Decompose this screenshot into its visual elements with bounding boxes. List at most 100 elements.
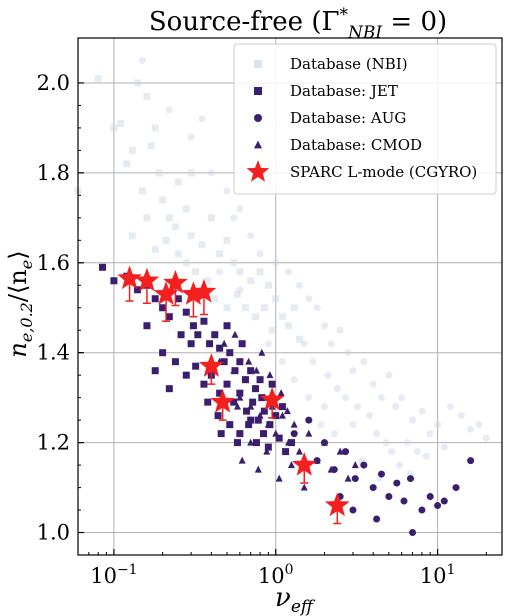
database-nbi-point — [260, 304, 268, 312]
database-jet-point — [220, 358, 228, 366]
database-jet-point — [238, 340, 246, 348]
database-cmod-point — [252, 384, 260, 392]
database-nbi-point — [110, 124, 118, 132]
database-nbi-circles-point — [342, 394, 350, 402]
legend-label: Database (NBI) — [290, 55, 408, 73]
database-aug-point — [377, 470, 385, 478]
database-nbi-point — [230, 259, 238, 267]
database-jet-point — [159, 349, 167, 357]
database-jet-point — [194, 331, 202, 339]
sparc-star — [291, 452, 317, 476]
database-jet-point — [151, 295, 159, 303]
database-nbi-circles-point — [392, 403, 400, 411]
database-aug-point — [409, 529, 417, 537]
sparc-star — [210, 389, 236, 413]
database-nbi-circles-point — [165, 106, 173, 114]
database-nbi-circles-point — [278, 358, 286, 366]
legend-box — [233, 43, 497, 195]
database-jet-point — [200, 380, 208, 388]
database-jet-point — [268, 380, 276, 388]
database-nbi-point — [94, 74, 102, 82]
database-aug-point — [342, 448, 350, 456]
database-nbi-point — [233, 290, 241, 298]
database-nbi-circles-point — [349, 421, 357, 429]
database-nbi-circles-point — [216, 268, 224, 276]
database-nbi-circles-point — [324, 371, 332, 379]
x-tick-label: 10−1 — [90, 562, 137, 588]
database-nbi-point — [123, 160, 131, 168]
database-cmod-point — [254, 465, 262, 473]
database-nbi-circles-point — [336, 326, 344, 334]
database-cmod-point — [266, 371, 274, 379]
y-tick-label: 1.4 — [37, 341, 70, 365]
database-nbi-circles-point — [247, 232, 255, 240]
legend-marker — [254, 140, 262, 149]
database-nbi-point — [290, 304, 298, 312]
database-cmod-point — [327, 465, 335, 473]
database-nbi-circles-point — [300, 340, 308, 348]
legend: Database (NBI) Database: JET Database: AUG… — [233, 43, 497, 195]
database-nbi-point — [211, 295, 219, 303]
sparc-star — [181, 281, 206, 305]
database-jet-point — [236, 430, 244, 438]
database-nbi-circles-point — [467, 425, 475, 433]
sparc-star — [134, 267, 160, 292]
legend-label: SPARC L-mode (CGYRO) — [290, 163, 477, 181]
database-nbi-point — [128, 232, 136, 240]
database-jet-point — [171, 358, 179, 366]
database-nbi-circles-point — [327, 340, 335, 348]
database-nbi-circles-point — [309, 358, 317, 366]
database-cmod-point — [287, 461, 295, 469]
database-nbi-point — [278, 313, 286, 321]
database-aug-point — [406, 475, 414, 483]
database-nbi-circles-point — [385, 371, 393, 379]
database-aug-point — [373, 515, 381, 523]
database-cmod-point — [231, 330, 239, 338]
database-nbi-circles-point — [198, 115, 206, 123]
database-aug-point — [369, 484, 377, 492]
sparc-star — [163, 270, 188, 294]
database-nbi-circles-point — [440, 443, 448, 451]
database-cmod-point — [226, 420, 234, 428]
database-nbi-circles-point — [230, 214, 238, 222]
database-nbi-point — [223, 304, 231, 312]
database-aug-point — [290, 430, 298, 438]
database-nbi-circles-point — [360, 358, 368, 366]
database-cmod-point — [290, 420, 298, 428]
database-cmod-point — [305, 429, 313, 437]
database-nbi-point — [295, 335, 303, 343]
database-jet-point — [259, 430, 267, 438]
database-cmod-point — [320, 438, 328, 446]
database-nbi-point — [165, 214, 173, 222]
database-jet-point — [200, 317, 208, 325]
database-jet-point — [233, 439, 241, 447]
x-tick-label: 100 — [258, 562, 294, 588]
database-nbi-circles-point — [366, 412, 374, 420]
database-jet-point — [143, 322, 151, 330]
database-nbi-circles-point — [272, 259, 280, 267]
database-jet-point — [177, 331, 185, 339]
database-jet-point — [256, 376, 264, 384]
database-nbi-circles-point — [333, 385, 341, 393]
sparc-star — [324, 492, 350, 517]
database-nbi-circles-point — [285, 268, 293, 276]
plot-frame — [77, 37, 503, 556]
database-nbi-circles-point — [403, 439, 411, 447]
y-tick-label: 1.0 — [37, 521, 70, 545]
database-nbi-circles-point — [482, 434, 490, 442]
database-jet-point — [204, 398, 212, 406]
database-jet-point — [151, 367, 159, 375]
database-nbi-point — [236, 268, 244, 276]
database-jet-point — [247, 367, 255, 375]
database-nbi-circles-point — [305, 295, 313, 303]
database-jet-point — [217, 430, 225, 438]
y-axis-label: ne,0.2/⟨ne⟩ — [4, 250, 36, 357]
database-nbi-circles-point — [409, 416, 417, 424]
legend-label: Database: JET — [290, 82, 398, 100]
database-jet-point — [236, 389, 244, 397]
legend-marker — [254, 114, 262, 122]
database-nbi-point — [187, 232, 195, 240]
database-nbi-circles-point — [295, 281, 303, 289]
database-jet-point — [258, 394, 266, 402]
